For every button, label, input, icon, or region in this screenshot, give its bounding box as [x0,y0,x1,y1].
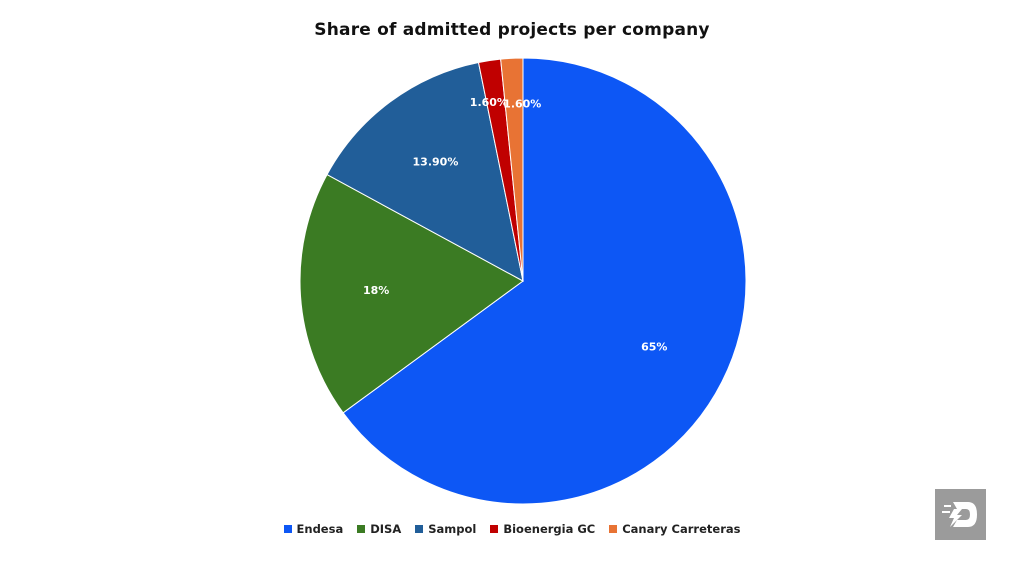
legend-swatch [357,525,366,533]
slice-data-label: 1.60% [470,96,508,109]
legend-swatch [415,525,424,533]
lightning-d-logo-icon [935,489,986,540]
legend-item-endesa[interactable]: Endesa [283,522,344,536]
legend-label: Bioenergia GC [503,522,596,536]
legend-item-disa[interactable]: DISA [357,522,401,536]
legend-swatch [609,525,618,533]
legend-item-bioenergia-gc[interactable]: Bioenergia GC [490,522,595,536]
legend-swatch [283,525,292,533]
chart-legend: Endesa DISA Sampol Bioenergia GC Canary … [0,522,1024,536]
pie-slice-sampol[interactable] [326,61,524,282]
slice-data-label: 18% [363,284,389,297]
pie-slice-endesa[interactable] [342,57,747,505]
legend-label: Endesa [296,522,344,536]
legend-label: Sampol [428,522,477,536]
legend-item-canary-carreteras[interactable]: Canary Carreteras [609,522,740,536]
pie-slice-disa[interactable] [299,173,524,414]
legend-label: Canary Carreteras [622,522,741,536]
legend-item-sampol[interactable]: Sampol [415,522,476,536]
slice-data-label: 65% [641,341,667,354]
slice-data-label: 13.90% [413,156,459,169]
legend-label: DISA [370,522,402,536]
chart-title: Share of admitted projects per company [314,20,710,40]
pie-slice-canary-carreteras[interactable] [500,57,524,282]
slice-data-label: 1.60% [503,97,541,110]
legend-swatch [490,525,499,533]
